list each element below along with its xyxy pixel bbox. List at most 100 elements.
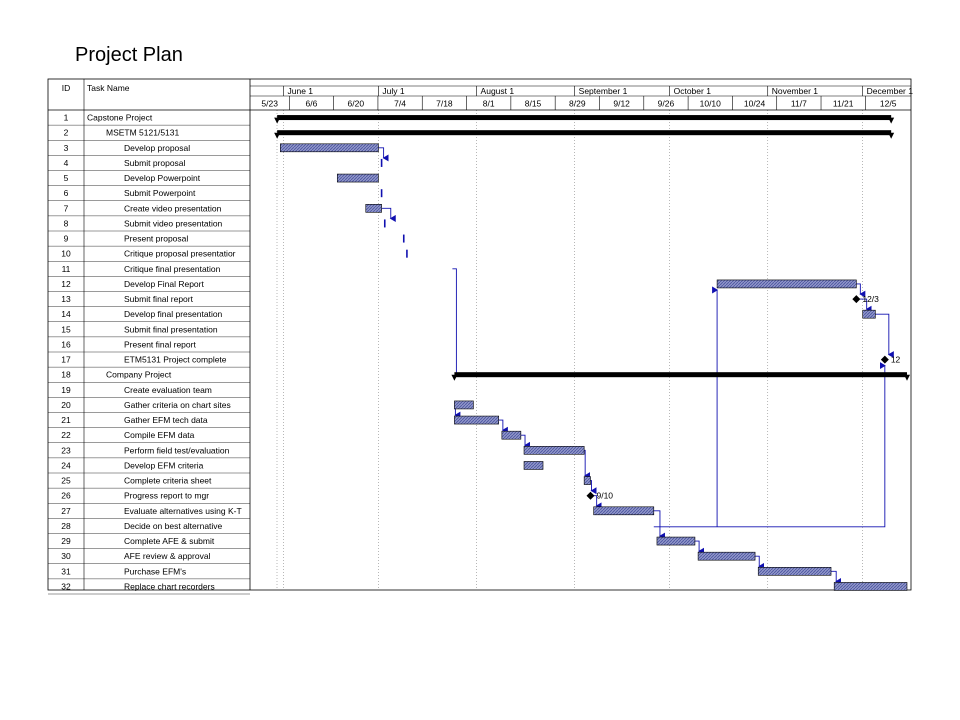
week-label: 7/18 bbox=[436, 99, 453, 109]
task-bar bbox=[716, 279, 857, 289]
task-name: Critique proposal presentatior bbox=[124, 249, 236, 259]
task-name: Evaluate alternatives using K-T bbox=[124, 506, 242, 516]
task-id: 15 bbox=[61, 324, 71, 334]
task-id: 19 bbox=[61, 385, 71, 395]
task-id: 12 bbox=[61, 279, 71, 289]
task-id: 24 bbox=[61, 460, 71, 470]
task-bar bbox=[757, 567, 832, 576]
task-id: 4 bbox=[64, 158, 69, 168]
task-id: 11 bbox=[62, 264, 71, 274]
month-label: October 1 bbox=[674, 86, 712, 96]
task-name: Develop EFM criteria bbox=[124, 460, 204, 470]
week-label: 11/7 bbox=[791, 99, 807, 109]
timescale-header: ID Task Name June 1 July 1 August 1 September… bbox=[62, 83, 913, 110]
task-id: 28 bbox=[61, 521, 71, 531]
task-bar bbox=[454, 415, 500, 425]
task-bar bbox=[523, 446, 585, 455]
task-name: Develop Powerpoint bbox=[124, 173, 201, 183]
task-bar bbox=[523, 461, 544, 470]
task-name: ETM5131 Project complete bbox=[124, 355, 227, 365]
task-name: Develop final presentation bbox=[124, 309, 223, 319]
month-label: August 1 bbox=[481, 86, 515, 96]
task-name: Develop proposal bbox=[124, 143, 190, 153]
task-bar bbox=[365, 204, 382, 213]
week-label: 10/10 bbox=[700, 99, 722, 109]
summary-bar bbox=[277, 130, 892, 136]
task-id: 32 bbox=[61, 581, 71, 591]
id-column-header: ID bbox=[62, 83, 71, 93]
task-id: 3 bbox=[64, 143, 69, 153]
dependency-arrow bbox=[653, 362, 886, 528]
task-bar bbox=[862, 309, 876, 319]
task-id: 22 bbox=[61, 430, 71, 440]
task-id: 30 bbox=[61, 551, 71, 561]
task-id: 5 bbox=[64, 173, 69, 183]
summary-cap bbox=[888, 132, 895, 139]
week-label: 5/23 bbox=[261, 99, 278, 109]
task-id: 20 bbox=[61, 400, 71, 410]
task-id: 25 bbox=[61, 476, 71, 486]
task-id: 29 bbox=[61, 536, 71, 546]
week-label: 7/4 bbox=[394, 99, 406, 109]
dependency-line bbox=[452, 268, 457, 375]
task-bar bbox=[336, 173, 379, 183]
task-name: Replace chart recorders bbox=[124, 581, 215, 591]
task-name: Compile EFM data bbox=[124, 430, 195, 440]
week-label: 10/24 bbox=[744, 99, 766, 109]
dependency-arrow bbox=[590, 480, 597, 495]
week-label: 12/5 bbox=[880, 99, 897, 109]
dependency-arrow bbox=[653, 510, 665, 540]
task-id: 13 bbox=[61, 294, 71, 304]
milestone-date-label: 9/10 bbox=[596, 491, 613, 501]
dependency-arrow bbox=[831, 570, 842, 585]
task-name: Decide on best alternative bbox=[124, 521, 223, 531]
task-name: Critique final presentation bbox=[124, 264, 221, 274]
dependency-arrow bbox=[856, 283, 866, 298]
task-id: 31 bbox=[61, 566, 71, 576]
dependency-arrow bbox=[694, 540, 705, 555]
task-id: 18 bbox=[61, 370, 71, 380]
dependency-arrow bbox=[498, 419, 508, 434]
dependency-arrow bbox=[381, 207, 396, 222]
task-id: 1 bbox=[64, 113, 69, 123]
task-id: 6 bbox=[64, 188, 69, 198]
week-label: 9/26 bbox=[658, 99, 675, 109]
task-id: 21 bbox=[61, 415, 71, 425]
task-id: 7 bbox=[64, 203, 69, 213]
milestone-diamond bbox=[586, 491, 595, 500]
dependency-arrow bbox=[378, 147, 389, 162]
week-label: 8/29 bbox=[569, 99, 586, 109]
summary-bar bbox=[277, 115, 892, 121]
summary-cap bbox=[888, 117, 895, 124]
task-name: Complete AFE & submit bbox=[124, 536, 215, 546]
task-id: 2 bbox=[64, 128, 69, 138]
task-bar bbox=[593, 506, 655, 516]
task-name: Complete criteria sheet bbox=[124, 476, 212, 486]
task-name: Submit Powerpoint bbox=[124, 188, 196, 198]
summary-bar bbox=[454, 372, 907, 378]
task-name: Submit video presentation bbox=[124, 218, 223, 228]
task-id: 9 bbox=[64, 234, 69, 244]
task-name: Progress report to mgr bbox=[124, 491, 209, 501]
dependency-arrow bbox=[584, 449, 591, 480]
week-label: 11/21 bbox=[833, 99, 854, 109]
task-id: 27 bbox=[61, 506, 71, 516]
page-title: Project Plan bbox=[75, 44, 183, 66]
milestone-date-label: 12/3 bbox=[862, 294, 879, 304]
task-name: Submit final presentation bbox=[124, 324, 218, 334]
table-frame bbox=[47, 78, 912, 591]
task-name-column-header: Task Name bbox=[87, 83, 130, 93]
task-name: Develop Final Report bbox=[124, 279, 204, 289]
task-name: Create video presentation bbox=[124, 203, 222, 213]
task-id: 26 bbox=[61, 491, 71, 501]
task-name: MSETM 5121/5131 bbox=[106, 128, 180, 138]
milestone-date-label: 12 bbox=[891, 355, 901, 365]
dependency-arrow bbox=[520, 434, 531, 449]
grid-layer bbox=[47, 78, 912, 591]
task-name: Present final report bbox=[124, 339, 196, 349]
summary-cap bbox=[451, 374, 458, 381]
week-label: 9/12 bbox=[613, 99, 630, 109]
task-id: 14 bbox=[61, 309, 71, 319]
week-label: 6/6 bbox=[306, 99, 318, 109]
